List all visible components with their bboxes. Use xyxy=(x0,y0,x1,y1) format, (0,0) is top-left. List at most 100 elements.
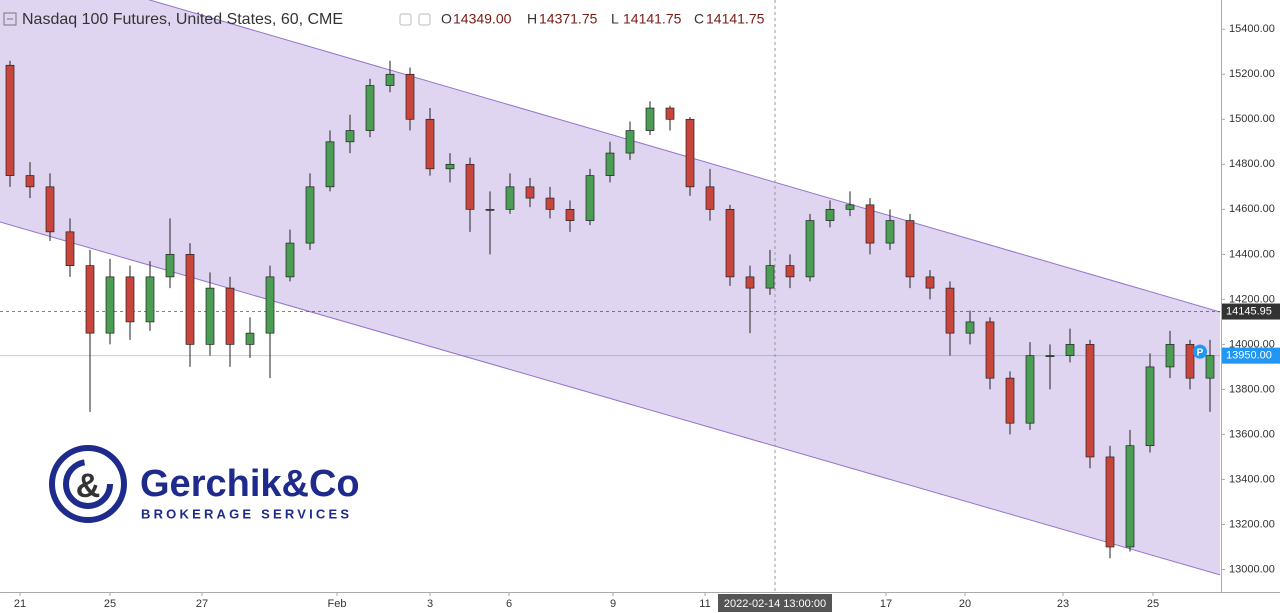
x-tick-label: 6 xyxy=(506,598,512,610)
y-tick-label: 14200.00 xyxy=(1229,293,1275,305)
crosshair-label: 2022-02-14 13:00:00 xyxy=(724,598,826,610)
ohlc-value: 14371.75 xyxy=(539,11,598,27)
candle-body xyxy=(1005,377,1015,424)
y-tick-label: 13400.00 xyxy=(1229,473,1275,485)
candle-body xyxy=(565,208,575,221)
candle-body xyxy=(465,163,475,210)
candle-body xyxy=(245,332,255,345)
y-tick-label: 13600.00 xyxy=(1229,428,1275,440)
badge xyxy=(1193,344,1207,359)
candle-body xyxy=(845,204,855,210)
candle-body xyxy=(725,208,735,278)
chart-title: Nasdaq 100 Futures, United States, 60, C… xyxy=(22,11,343,28)
x-tick-label: 27 xyxy=(196,598,208,610)
ohlc-letter: C xyxy=(694,11,704,27)
candle-body xyxy=(305,186,315,244)
y-tick-label: 13000.00 xyxy=(1229,563,1275,575)
candle-body xyxy=(1105,456,1115,548)
candle-body xyxy=(1205,355,1215,379)
candle-body xyxy=(985,321,995,379)
candle-body xyxy=(45,186,55,233)
candle-body xyxy=(505,186,515,210)
candle-body xyxy=(945,287,955,334)
candle-body xyxy=(265,276,275,334)
candle-body xyxy=(585,175,595,221)
candle-body xyxy=(365,85,375,131)
candle-body xyxy=(1085,344,1095,458)
ohlc-letter: H xyxy=(527,11,537,27)
x-tick-label: 17 xyxy=(880,598,892,610)
settings-icon[interactable] xyxy=(418,13,431,26)
candle-body xyxy=(825,208,835,221)
candle-body xyxy=(785,265,795,278)
price-label-box xyxy=(1222,303,1280,320)
candle-body xyxy=(325,141,335,188)
candle-body xyxy=(205,287,215,345)
candle-body xyxy=(1185,344,1195,379)
eye-icon[interactable] xyxy=(399,13,412,26)
y-tick-label: 13800.00 xyxy=(1229,383,1275,395)
candle-body xyxy=(485,208,495,211)
candle-body xyxy=(905,220,915,278)
logo-ring xyxy=(49,445,127,523)
y-tick-label: 14000.00 xyxy=(1229,338,1275,350)
candle-body xyxy=(665,107,675,120)
badge-label: P xyxy=(1197,347,1204,358)
candle-body xyxy=(525,186,535,199)
y-tick-label: 15200.00 xyxy=(1229,68,1275,80)
candle-body xyxy=(605,152,615,176)
candle-body xyxy=(865,204,875,244)
candle-body xyxy=(545,197,555,210)
candle-body xyxy=(345,130,355,143)
x-tick-label: 9 xyxy=(610,598,616,610)
candle-body xyxy=(965,321,975,334)
candle-body xyxy=(1145,366,1155,447)
candle-body xyxy=(145,276,155,323)
x-tick-label: 3 xyxy=(427,598,433,610)
logo-ring-inner xyxy=(63,459,113,509)
price-label: 14145.95 xyxy=(1226,305,1272,317)
logo-ampersand: & xyxy=(76,467,101,505)
candle-body xyxy=(225,287,235,345)
collapse-icon[interactable] xyxy=(3,12,17,26)
ohlc-letter: L xyxy=(611,11,619,27)
channel-line xyxy=(0,221,1221,576)
ohlc-value: 14141.75 xyxy=(623,11,682,27)
x-tick-label: 23 xyxy=(1057,598,1069,610)
candle-body xyxy=(185,254,195,345)
x-tick-label: 20 xyxy=(959,598,971,610)
candle-body xyxy=(765,265,775,289)
channel-line xyxy=(148,0,1221,313)
logo-name: Gerchik&Co xyxy=(140,463,360,505)
x-tick-label: 11 xyxy=(699,598,710,610)
channel-fill xyxy=(0,0,1220,575)
candle-body xyxy=(445,163,455,170)
candle-body xyxy=(805,220,815,278)
candle-body xyxy=(1065,344,1075,357)
candle-body xyxy=(925,276,935,289)
candle-body xyxy=(1045,355,1055,358)
candle-body xyxy=(745,276,755,289)
price-label-box xyxy=(1222,347,1280,364)
candle-body xyxy=(885,220,895,244)
candle-body xyxy=(5,64,15,176)
ohlc-value: 14141.75 xyxy=(706,11,765,27)
y-tick-label: 14400.00 xyxy=(1229,248,1275,260)
candle-body xyxy=(65,231,75,266)
y-tick-label: 13200.00 xyxy=(1229,518,1275,530)
ohlc-value: 14349.00 xyxy=(453,11,512,27)
candle-body xyxy=(625,130,635,154)
candle-body xyxy=(385,73,395,86)
candle-body xyxy=(165,254,175,278)
logo-tagline: BROKERAGE SERVICES xyxy=(141,506,352,521)
candle-body xyxy=(1025,355,1035,424)
ohlc-letter: O xyxy=(441,11,452,27)
candle-body xyxy=(705,186,715,210)
y-tick-label: 15400.00 xyxy=(1229,23,1275,35)
candle-body xyxy=(405,73,415,120)
candle-body xyxy=(285,242,295,278)
price-label: 13950.00 xyxy=(1226,350,1272,362)
x-tick-label: Feb xyxy=(328,598,347,610)
y-tick-label: 15000.00 xyxy=(1229,113,1275,125)
